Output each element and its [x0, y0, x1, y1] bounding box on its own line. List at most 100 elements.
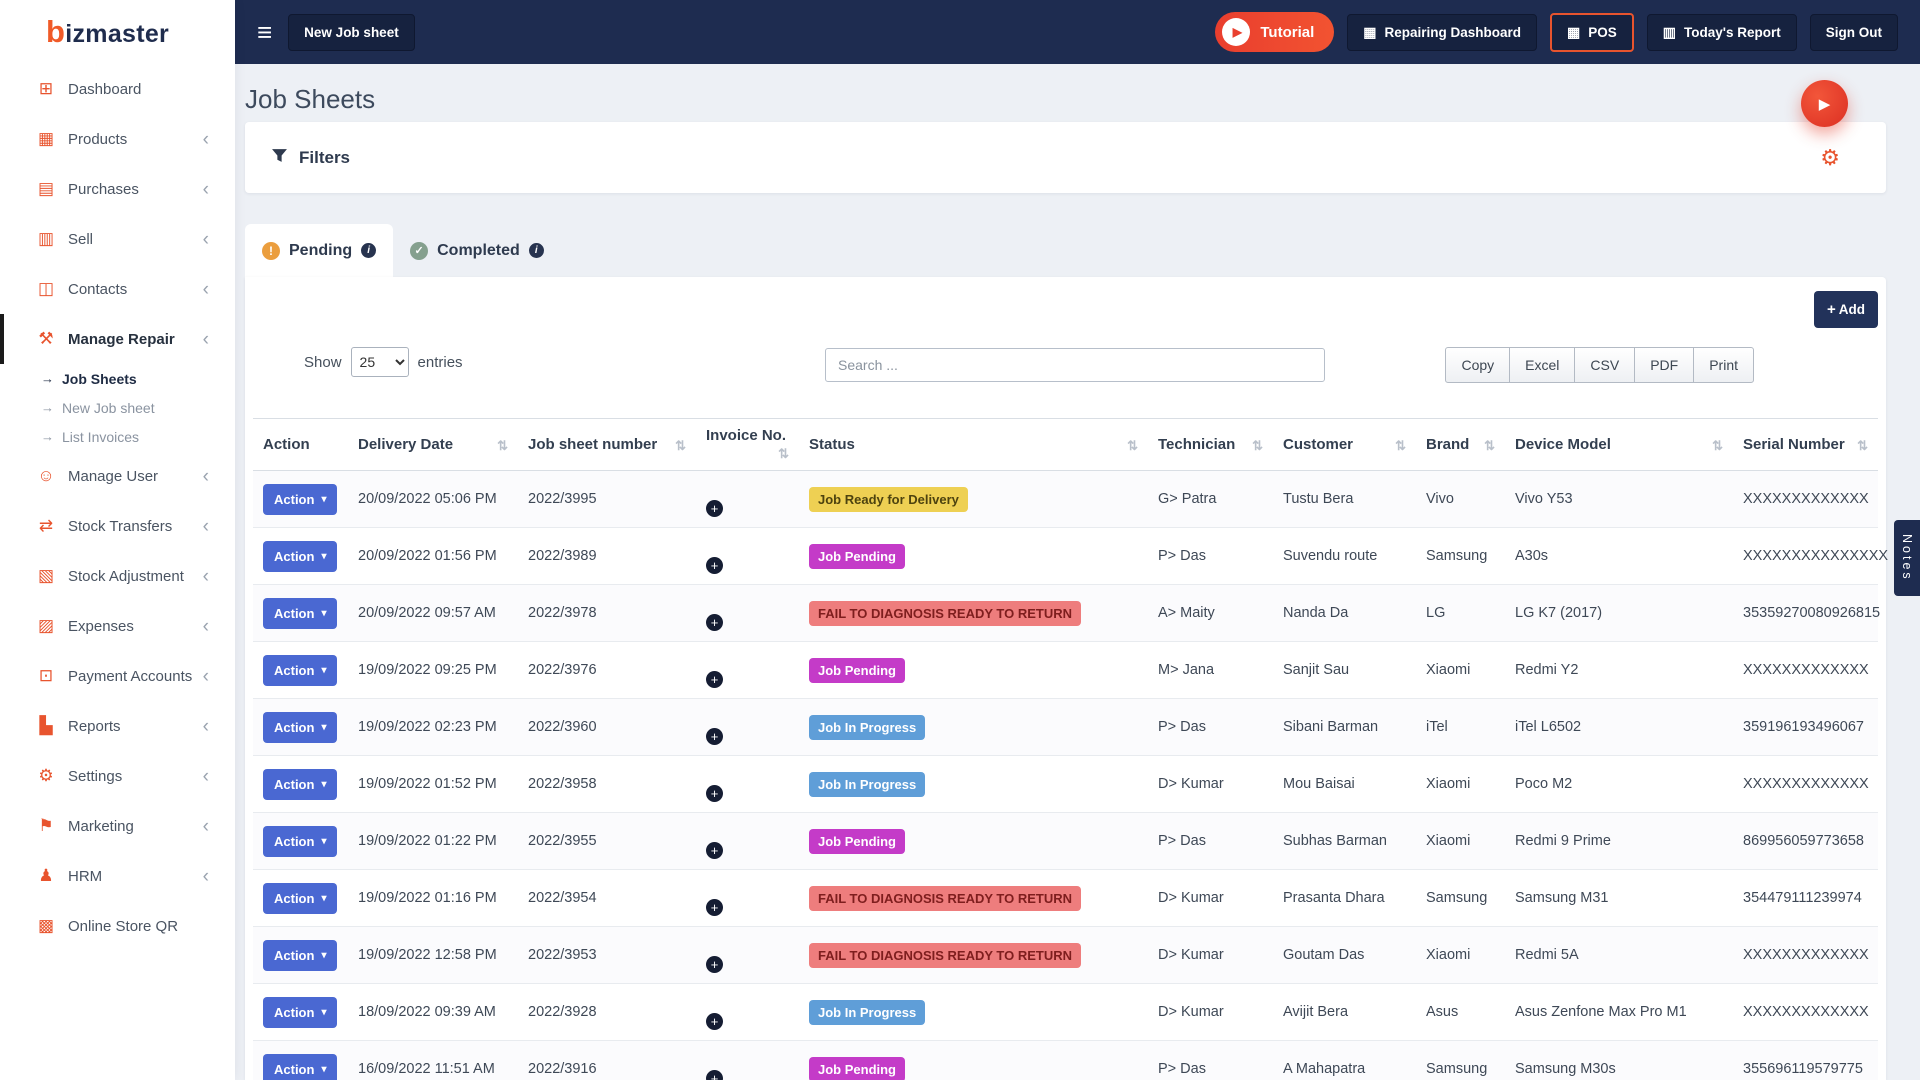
add-invoice-icon[interactable]: + [706, 670, 723, 688]
tab-completed[interactable]: ✓ Completed i [393, 224, 561, 277]
add-invoice-icon[interactable]: + [706, 955, 723, 973]
invoice-cell: + [696, 755, 799, 813]
excel-button[interactable]: Excel [1509, 347, 1576, 383]
add-invoice-icon[interactable]: + [706, 1069, 723, 1080]
column-header-technician[interactable]: Technician ⇅ [1148, 418, 1273, 471]
pdf-button[interactable]: PDF [1634, 347, 1695, 383]
sidebar-item-hrm[interactable]: ♟ HRM ‹ [0, 851, 235, 901]
add-invoice-icon[interactable]: + [706, 784, 723, 802]
action-cell: Action ▾ [253, 584, 348, 642]
column-header-job-sheet-number[interactable]: Job sheet number ⇅ [518, 418, 696, 471]
sidebar-subitem-job-sheets[interactable]: → Job Sheets [0, 364, 235, 393]
repairing-dashboard-button[interactable]: ▦ Repairing Dashboard [1347, 13, 1538, 51]
settings-gear-icon[interactable]: ⚙ [1820, 144, 1840, 170]
column-header-customer[interactable]: Customer ⇅ [1273, 418, 1416, 471]
sort-icon[interactable]: ⇅ [778, 446, 789, 461]
hrm-icon: ♟ [38, 866, 54, 885]
column-header-label: Job sheet number [528, 435, 658, 453]
filters-panel[interactable]: Filters ⚙ [245, 122, 1886, 193]
hamburger-menu-icon[interactable]: ≡ [257, 17, 273, 47]
table-row: Action ▾ 19/09/2022 01:52 PM 2022/3958 + Job … [253, 755, 1878, 813]
add-invoice-icon[interactable]: + [706, 727, 723, 745]
serial-number-cell: XXXXXXXXXXXXXXX [1733, 527, 1888, 585]
sidebar-item-marketing[interactable]: ⚑ Marketing ‹ [0, 801, 235, 851]
sidebar-item-contacts[interactable]: ◫ Contacts ‹ [0, 264, 235, 314]
chevron-left-icon: ‹ [202, 228, 209, 250]
row-action-button[interactable]: Action ▾ [263, 483, 338, 515]
csv-button[interactable]: CSV [1574, 347, 1636, 383]
column-header-device-model[interactable]: Device Model ⇅ [1505, 418, 1733, 471]
notes-tab-label: Notes [1900, 534, 1914, 582]
row-action-button[interactable]: Action ▾ [263, 996, 338, 1028]
sidebar-item-settings[interactable]: ⚙ Settings ‹ [0, 751, 235, 801]
tutorial-button[interactable]: ▶ Tutorial [1215, 12, 1335, 52]
sidebar-item-manage-user[interactable]: ☺ Manage User ‹ [0, 451, 235, 501]
sidebar-item-stock-transfers[interactable]: ⇄ Stock Transfers ‹ [0, 501, 235, 551]
copy-button[interactable]: Copy [1445, 347, 1511, 383]
sort-icon[interactable]: ⇅ [1857, 437, 1868, 453]
column-header-serial-number[interactable]: Serial Number ⇅ [1733, 418, 1878, 471]
sidebar-item-sell[interactable]: ▥ Sell ‹ [0, 214, 235, 264]
row-action-button[interactable]: Action ▾ [263, 597, 338, 629]
sidebar-item-online-store-qr[interactable]: ▩ Online Store QR [0, 901, 235, 951]
notes-tab[interactable]: Notes [1894, 520, 1920, 596]
delivery-date-cell: 19/09/2022 09:25 PM [348, 641, 518, 699]
entries-label: entries [417, 353, 463, 371]
sidebar-subitem-new-job-sheet[interactable]: → New Job sheet [0, 393, 235, 422]
column-header-invoice-no[interactable]: Invoice No. ⇅ [696, 418, 799, 471]
new-job-sheet-button[interactable]: New Job sheet [288, 13, 415, 51]
add-invoice-icon[interactable]: + [706, 556, 723, 574]
row-action-button[interactable]: Action ▾ [263, 825, 338, 857]
sign-out-button[interactable]: Sign Out [1809, 13, 1898, 51]
sort-icon[interactable]: ⇅ [675, 437, 686, 453]
row-action-button[interactable]: Action ▾ [263, 540, 338, 572]
pos-button[interactable]: ▦ POS [1550, 12, 1634, 52]
row-action-button[interactable]: Action ▾ [263, 939, 338, 971]
job-sheet-number-cell: 2022/3958 [518, 755, 696, 813]
column-header-label: Action [263, 436, 310, 453]
job-sheet-number-cell: 2022/3928 [518, 983, 696, 1041]
row-action-button[interactable]: Action ▾ [263, 654, 338, 686]
filters-label: Filters [299, 147, 351, 167]
sort-icon[interactable]: ⇅ [1252, 437, 1263, 453]
search-input[interactable] [825, 348, 1325, 382]
tab-pending[interactable]: ! Pending i [245, 224, 394, 277]
sort-icon[interactable]: ⇅ [1395, 437, 1406, 453]
today-s-report-button[interactable]: ▥ Today's Report [1646, 13, 1797, 51]
sidebar-item-label: Stock Transfers [68, 517, 173, 535]
column-header-delivery-date[interactable]: Delivery Date ⇅ [348, 418, 518, 471]
brand-logo[interactable]: bizmaster [0, 0, 235, 64]
row-action-button[interactable]: Action ▾ [263, 882, 338, 914]
sort-icon[interactable]: ⇅ [1712, 437, 1723, 453]
row-action-button[interactable]: Action ▾ [263, 768, 338, 800]
sidebar-item-dashboard[interactable]: ⊞ Dashboard [0, 64, 235, 114]
add-invoice-icon[interactable]: + [706, 898, 723, 916]
add-button[interactable]: + Add [1813, 291, 1878, 328]
sidebar-item-expenses[interactable]: ▨ Expenses ‹ [0, 601, 235, 651]
page-title: Job Sheets [245, 84, 376, 114]
sidebar-item-stock-adjustment[interactable]: ▧ Stock Adjustment ‹ [0, 551, 235, 601]
add-invoice-icon[interactable]: + [706, 841, 723, 859]
add-invoice-icon[interactable]: + [706, 499, 723, 517]
add-invoice-icon[interactable]: + [706, 1012, 723, 1030]
column-header-brand[interactable]: Brand ⇅ [1416, 418, 1505, 471]
brand-cell: Asus [1416, 983, 1505, 1041]
page-size-select[interactable]: 25 [350, 347, 409, 377]
sidebar-item-products[interactable]: ▦ Products ‹ [0, 114, 235, 164]
sort-icon[interactable]: ⇅ [1127, 437, 1138, 453]
add-invoice-icon[interactable]: + [706, 613, 723, 631]
sort-icon[interactable]: ⇅ [497, 437, 508, 453]
sort-icon[interactable]: ⇅ [1484, 437, 1495, 453]
tutorial-fab-button[interactable]: ▶ [1801, 80, 1848, 127]
row-action-button[interactable]: Action ▾ [263, 1053, 338, 1080]
sidebar-item-manage-repair[interactable]: ⚒ Manage Repair ‹ [0, 314, 235, 364]
print-button[interactable]: Print [1693, 347, 1754, 383]
sidebar-item-reports[interactable]: ▙ Reports ‹ [0, 701, 235, 751]
sidebar-subitem-list-invoices[interactable]: → List Invoices [0, 422, 235, 451]
sidebar-item-purchases[interactable]: ▤ Purchases ‹ [0, 164, 235, 214]
chevron-left-icon: ‹ [202, 765, 209, 787]
row-action-button[interactable]: Action ▾ [263, 711, 338, 743]
technician-cell: A> Maity [1148, 584, 1273, 642]
column-header-status[interactable]: Status ⇅ [799, 418, 1148, 471]
sidebar-item-payment-accounts[interactable]: ⊡ Payment Accounts ‹ [0, 651, 235, 701]
